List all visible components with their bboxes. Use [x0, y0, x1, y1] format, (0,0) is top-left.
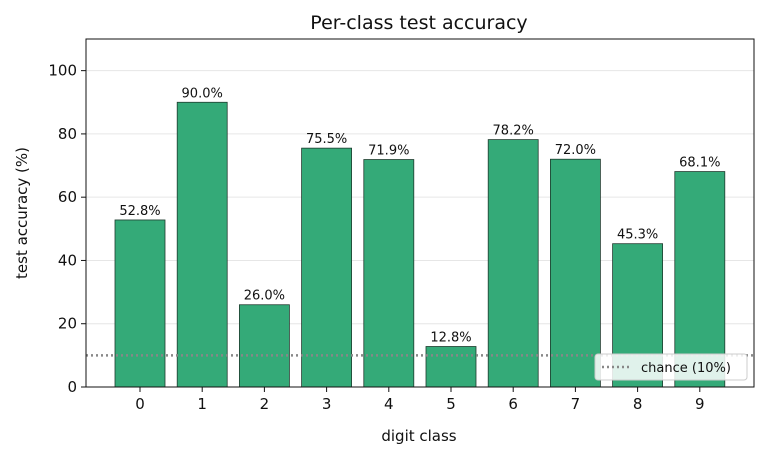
legend-entry-chance: chance (10%) [641, 361, 731, 376]
x-tick-label: 8 [633, 395, 643, 413]
bar-class-3 [301, 147, 353, 388]
bar-class-5 [425, 346, 477, 388]
labels-layer: 0 20 40 60 80 100 52.8% 0 90.0% 1 26.0% 2 75.5% 3 71.9… [48, 62, 720, 413]
x-tick-label: 3 [322, 395, 332, 413]
y-tick-label: 100 [48, 62, 77, 80]
legend-box [594, 353, 748, 381]
y-tick-label: 20 [58, 315, 77, 333]
bars-layer [114, 101, 726, 388]
bar-value-label: 12.8% [430, 331, 471, 346]
bar-class-9 [674, 171, 726, 388]
bar-class-0 [114, 219, 166, 388]
chart-title: Per-class test accuracy [310, 12, 527, 34]
x-axis-label: digit class [381, 427, 456, 445]
bar-value-label: 78.2% [493, 124, 534, 139]
bar-value-label: 72.0% [555, 143, 596, 158]
legend: chance (10%) [594, 353, 748, 381]
bar-value-label: 90.0% [182, 86, 223, 101]
bar-value-label: 68.1% [679, 156, 720, 171]
x-tick-label: 2 [260, 395, 270, 413]
bar-class-7 [550, 158, 601, 388]
y-tick-label: 80 [58, 125, 77, 143]
x-tick-label: 4 [384, 395, 394, 413]
x-tick-label: 7 [571, 395, 581, 413]
bar-value-label: 52.8% [119, 204, 160, 219]
y-tick-label: 0 [67, 378, 77, 396]
x-tick-label: 5 [446, 395, 456, 413]
bar-value-label: 26.0% [244, 289, 285, 304]
bar-value-label: 75.5% [306, 132, 347, 147]
bar-class-6 [487, 139, 539, 388]
bar-class-1 [176, 101, 228, 388]
x-tick-label: 0 [135, 395, 145, 413]
y-tick-label: 40 [58, 251, 77, 269]
plot-frame [85, 38, 755, 388]
axes-layer [81, 38, 755, 392]
bar-value-label: 45.3% [617, 228, 658, 243]
y-axis-label: test accuracy (%) [13, 147, 31, 279]
bar-class-4 [363, 159, 415, 388]
x-tick-label: 1 [197, 395, 207, 413]
bar-class-2 [238, 304, 290, 388]
bar-value-label: 71.9% [368, 144, 409, 159]
x-tick-label: 6 [508, 395, 518, 413]
y-tick-label: 60 [58, 188, 77, 206]
x-tick-label: 9 [695, 395, 705, 413]
